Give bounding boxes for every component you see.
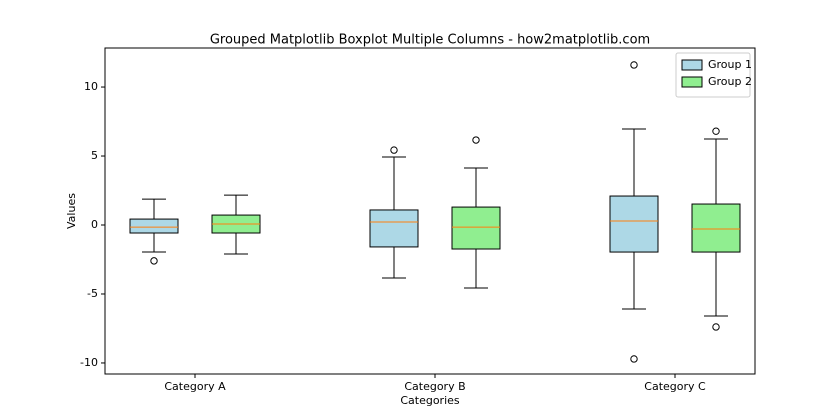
legend-swatch (681, 76, 703, 88)
outlier (630, 61, 638, 69)
x-tick-label: Category B (404, 380, 465, 393)
y-tick-label: 0 (91, 218, 98, 231)
x-axis-label: Categories (400, 394, 460, 407)
y-axis-label: Values (65, 193, 78, 229)
y-tick-label: 5 (91, 149, 98, 162)
y-tick-label: 10 (84, 80, 98, 93)
box (609, 195, 659, 253)
box (691, 203, 741, 253)
y-tick-label: -10 (80, 356, 98, 369)
x-tick-label: Category A (164, 380, 226, 393)
legend-swatch (681, 59, 703, 71)
legend-label: Group 2 (708, 75, 752, 88)
y-tick-label: -5 (87, 287, 98, 300)
outlier (630, 355, 638, 363)
outlier (472, 136, 480, 144)
x-tick-label: Category C (644, 380, 706, 393)
outlier (712, 323, 720, 331)
outlier (390, 146, 398, 154)
plot-frame (104, 47, 756, 375)
box (369, 209, 419, 248)
box (451, 206, 501, 250)
outlier (712, 127, 720, 135)
box (129, 218, 179, 234)
chart-title: Grouped Matplotlib Boxplot Multiple Colu… (210, 33, 650, 48)
outlier (150, 257, 158, 265)
legend-label: Group 1 (708, 58, 752, 71)
